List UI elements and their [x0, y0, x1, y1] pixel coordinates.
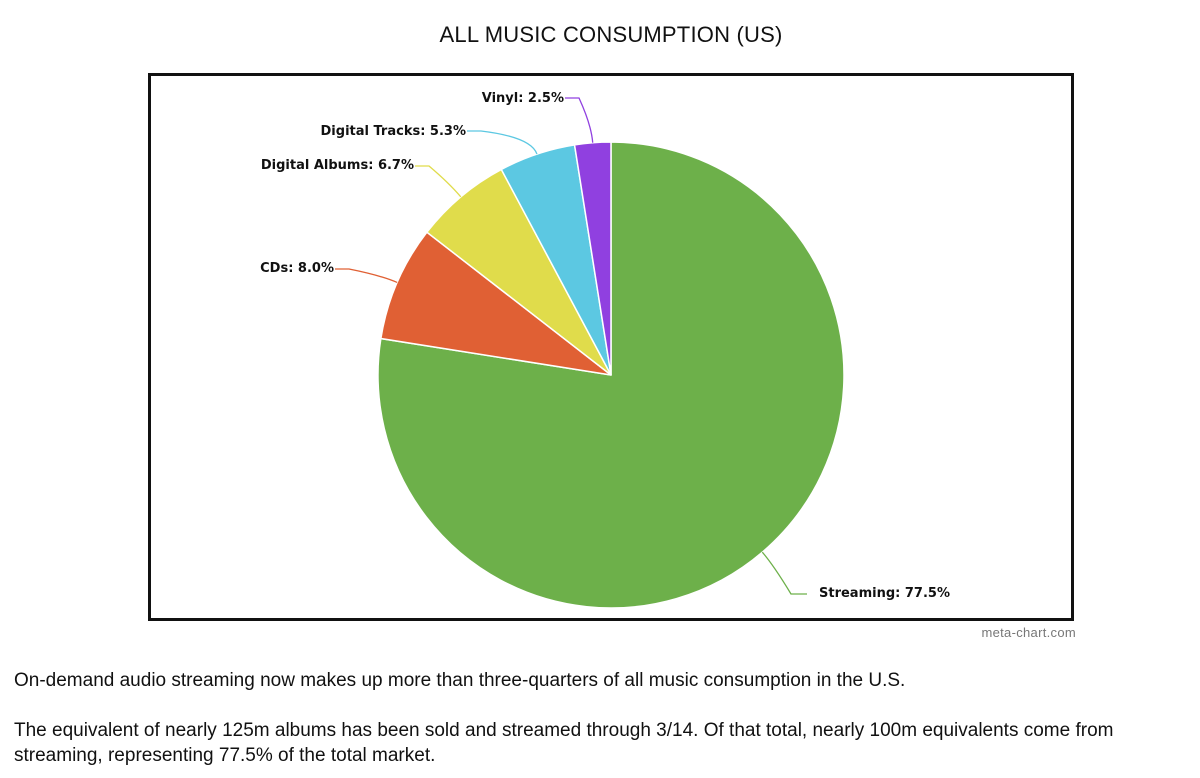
- slice-label-streaming: Streaming: 77.5%: [819, 586, 950, 601]
- caption-detail: The equivalent of nearly 125m albums has…: [14, 720, 1114, 766]
- caption-summary: On-demand audio streaming now makes up m…: [14, 670, 906, 691]
- pie-slice-vinyl: [573, 141, 612, 376]
- connector-streaming: [761, 551, 807, 595]
- chart-title: ALL MUSIC CONSUMPTION (US): [439, 22, 783, 47]
- connector-vinyl: [565, 97, 594, 143]
- chart-frame: Streaming: 77.5% CDs: 8.0% Digital Albums:…: [148, 73, 1074, 621]
- pie-chart: Streaming: 77.5% CDs: 8.0% Digital Albums:…: [260, 91, 950, 609]
- connector-digital-albums: [415, 165, 462, 198]
- slice-label-cds: CDs: 8.0%: [260, 261, 334, 276]
- slice-label-vinyl: Vinyl: 2.5%: [482, 91, 564, 106]
- slice-label-digital-albums: Digital Albums: 6.7%: [261, 158, 414, 173]
- connector-digital-tracks: [467, 130, 538, 155]
- pie-slice-cds: [380, 231, 612, 376]
- chart-credit: meta-chart.com: [981, 625, 1076, 640]
- slice-label-digital-tracks: Digital Tracks: 5.3%: [321, 124, 466, 139]
- connector-cds: [335, 268, 398, 284]
